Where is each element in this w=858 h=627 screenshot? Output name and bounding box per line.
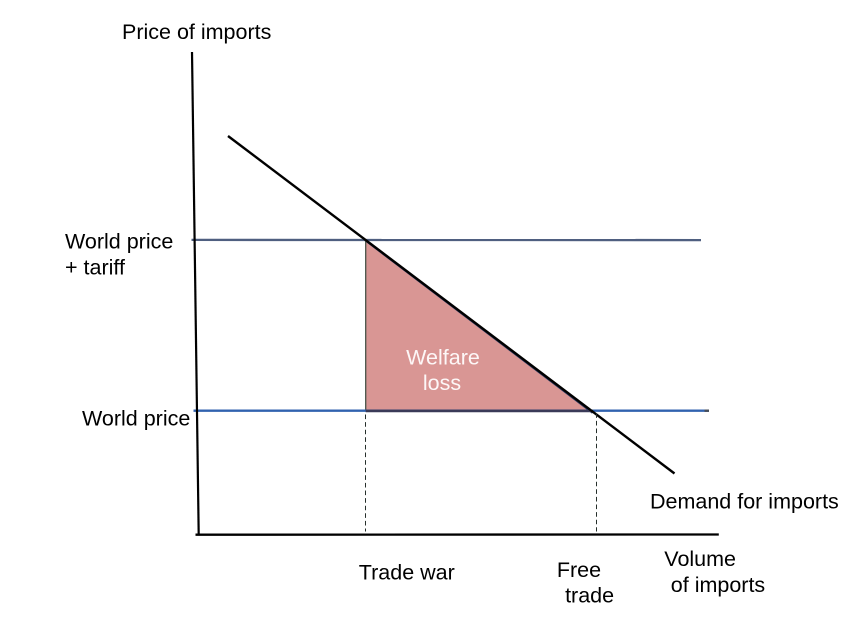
svg-text:Volume: Volume [664, 547, 736, 571]
svg-text:Welfare: Welfare [406, 346, 480, 370]
svg-text:of imports: of imports [671, 573, 765, 597]
svg-text:World price: World price [82, 407, 190, 431]
svg-text:+ tariff: + tariff [65, 255, 125, 279]
svg-text:loss: loss [423, 371, 461, 395]
svg-text:Demand for imports: Demand for imports [650, 490, 839, 514]
svg-text:trade: trade [565, 584, 614, 608]
svg-text:Trade war: Trade war [359, 561, 455, 585]
svg-text:World price: World price [65, 230, 173, 254]
svg-text:Free: Free [557, 558, 601, 582]
svg-text:Price of imports: Price of imports [122, 20, 271, 44]
